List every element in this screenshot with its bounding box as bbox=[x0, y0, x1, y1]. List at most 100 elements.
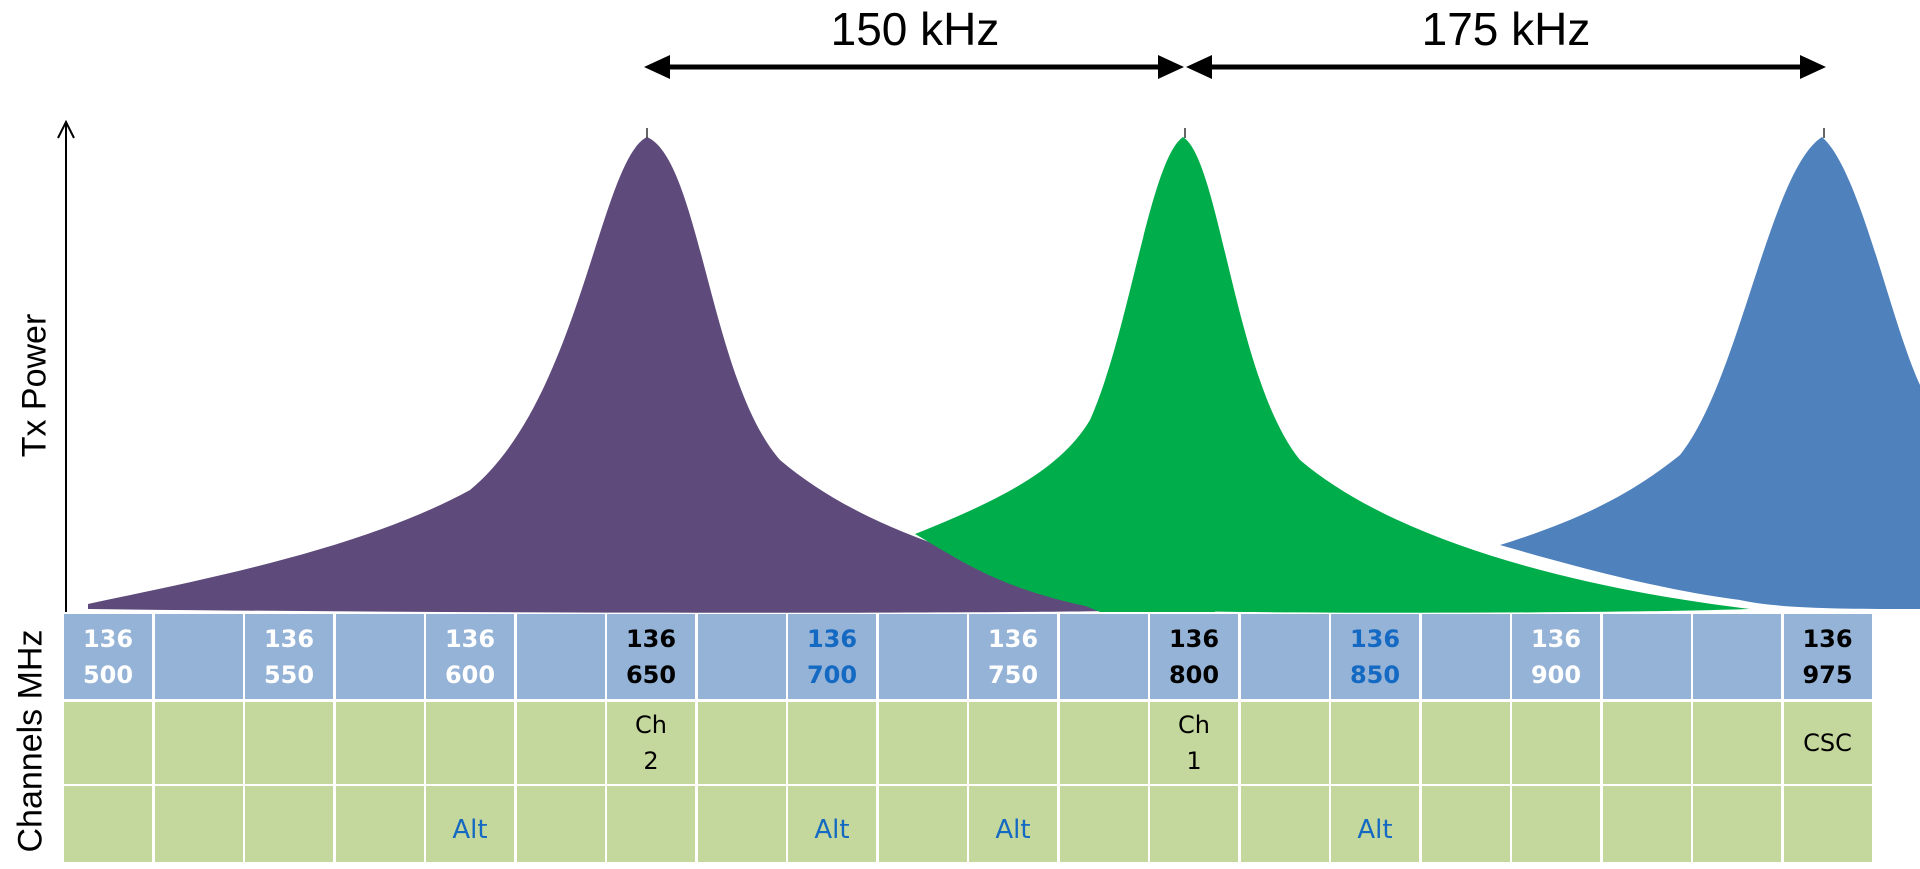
channel-cell-text: Ch 1 bbox=[1178, 707, 1210, 779]
freq-cell-1 bbox=[154, 614, 243, 699]
alt-cell-6 bbox=[607, 786, 695, 862]
alt-cell-14: Alt bbox=[1331, 786, 1419, 862]
freq-cell-2: 136 550 bbox=[245, 614, 333, 699]
channel-cell-5 bbox=[516, 701, 605, 784]
peak-ch1 bbox=[915, 137, 1750, 613]
channel-cell-text: Ch 2 bbox=[635, 707, 667, 779]
alt-cell-4: Alt bbox=[426, 786, 514, 862]
freq-cell-text: 136 850 bbox=[1350, 621, 1400, 693]
freq-cell-text: 136 975 bbox=[1802, 621, 1852, 693]
freq-cell-16: 136 900 bbox=[1512, 614, 1600, 699]
alt-cell-0 bbox=[64, 786, 152, 862]
channel-cell-7 bbox=[697, 701, 786, 784]
freq-cell-10: 136 750 bbox=[969, 614, 1057, 699]
channel-cell-14 bbox=[1331, 701, 1419, 784]
freq-mhz: 136 bbox=[82, 624, 134, 653]
channel-cell-9 bbox=[878, 701, 967, 784]
freq-cell-4: 136 600 bbox=[426, 614, 514, 699]
freq-cell-17 bbox=[1602, 614, 1691, 699]
channel-cell-10 bbox=[969, 701, 1057, 784]
freq-cell-11 bbox=[1059, 614, 1148, 699]
freq-mhz: 136 bbox=[263, 624, 315, 653]
channel-cell-2 bbox=[245, 701, 333, 784]
channel-cell-19: CSC bbox=[1783, 701, 1872, 784]
peak-csc bbox=[1500, 137, 1920, 609]
freq-mhz: 136 bbox=[987, 624, 1039, 653]
spacing-label-150: 150 kHz bbox=[831, 3, 1000, 55]
alt-cell-2 bbox=[245, 786, 333, 862]
alt-cell-3 bbox=[335, 786, 424, 862]
freq-cell-14: 136 850 bbox=[1331, 614, 1419, 699]
freq-mhz: 136 bbox=[625, 624, 677, 653]
freq-cell-0: 136 500 bbox=[64, 614, 152, 699]
alt-cell-18 bbox=[1693, 786, 1781, 862]
channel-cell-13 bbox=[1240, 701, 1329, 784]
channel-label-line-2: 2 bbox=[643, 746, 659, 775]
arrowhead-left-150-icon bbox=[644, 55, 670, 79]
freq-cell-text: 136 750 bbox=[988, 621, 1038, 693]
freq-cell-text: 136 900 bbox=[1531, 621, 1581, 693]
channel-grid: 136 500 136 550 136 600 136 650 136 700 136 750 136 8… bbox=[64, 614, 1872, 862]
freq-khz: 600 bbox=[444, 660, 496, 689]
channels-row-label: Channels MHz bbox=[11, 629, 50, 853]
alt-cell-10: Alt bbox=[969, 786, 1057, 862]
freq-cell-7 bbox=[697, 614, 786, 699]
channel-cell-8 bbox=[788, 701, 876, 784]
freq-khz: 800 bbox=[1168, 660, 1220, 689]
freq-cell-13 bbox=[1240, 614, 1329, 699]
freq-khz: 650 bbox=[625, 660, 677, 689]
alt-label: Alt bbox=[1357, 815, 1393, 845]
channel-cell-16 bbox=[1512, 701, 1600, 784]
alt-cell-15 bbox=[1421, 786, 1510, 862]
tx-power-axis-label: Tx Power bbox=[15, 313, 54, 458]
spacing-label-175: 175 kHz bbox=[1422, 3, 1591, 55]
alt-cell-19 bbox=[1783, 786, 1872, 862]
channel-cell-6: Ch 2 bbox=[607, 701, 695, 784]
freq-cell-text: 136 800 bbox=[1169, 621, 1219, 693]
alt-cell-5 bbox=[516, 786, 605, 862]
alt-label: Alt bbox=[995, 815, 1031, 845]
channel-cell-15 bbox=[1421, 701, 1510, 784]
freq-cell-9 bbox=[878, 614, 967, 699]
alt-cell-13 bbox=[1240, 786, 1329, 862]
channel-cell-18 bbox=[1693, 701, 1781, 784]
freq-cell-5 bbox=[516, 614, 605, 699]
alt-cell-16 bbox=[1512, 786, 1600, 862]
channel-label-line-2: 1 bbox=[1186, 746, 1202, 775]
freq-cell-text: 136 650 bbox=[626, 621, 676, 693]
peak-ch1-overlap bbox=[915, 534, 1215, 612]
freq-cell-text: 136 700 bbox=[807, 621, 857, 693]
freq-mhz: 136 bbox=[1349, 624, 1401, 653]
freq-khz: 500 bbox=[82, 660, 134, 689]
freq-mhz: 136 bbox=[1168, 624, 1220, 653]
freq-khz: 750 bbox=[987, 660, 1039, 689]
freq-cell-18 bbox=[1693, 614, 1781, 699]
freq-mhz: 136 bbox=[444, 624, 496, 653]
freq-khz: 900 bbox=[1530, 660, 1582, 689]
alt-cell-11 bbox=[1059, 786, 1148, 862]
arrowhead-right-150-icon bbox=[1158, 55, 1184, 79]
freq-cell-text: 136 500 bbox=[83, 621, 133, 693]
alt-cell-12 bbox=[1150, 786, 1238, 862]
alt-cell-1 bbox=[154, 786, 243, 862]
freq-cell-text: 136 600 bbox=[445, 621, 495, 693]
channel-label-line-1: CSC bbox=[1803, 728, 1852, 757]
freq-cell-19: 136 975 bbox=[1783, 614, 1872, 699]
alt-label: Alt bbox=[814, 815, 850, 845]
channel-label-line-1: Ch bbox=[635, 710, 667, 739]
channel-label-line-1: Ch bbox=[1178, 710, 1210, 739]
channel-cell-17 bbox=[1602, 701, 1691, 784]
freq-cell-6: 136 650 bbox=[607, 614, 695, 699]
freq-cell-text: 136 550 bbox=[264, 621, 314, 693]
channel-cell-3 bbox=[335, 701, 424, 784]
channel-cell-12: Ch 1 bbox=[1150, 701, 1238, 784]
freq-khz: 700 bbox=[806, 660, 858, 689]
alt-cell-17 bbox=[1602, 786, 1691, 862]
freq-cell-8: 136 700 bbox=[788, 614, 876, 699]
freq-cell-15 bbox=[1421, 614, 1510, 699]
alt-cell-9 bbox=[878, 786, 967, 862]
arrowhead-right-175-icon bbox=[1800, 55, 1826, 79]
channel-cell-11 bbox=[1059, 701, 1148, 784]
freq-khz: 975 bbox=[1802, 660, 1853, 689]
